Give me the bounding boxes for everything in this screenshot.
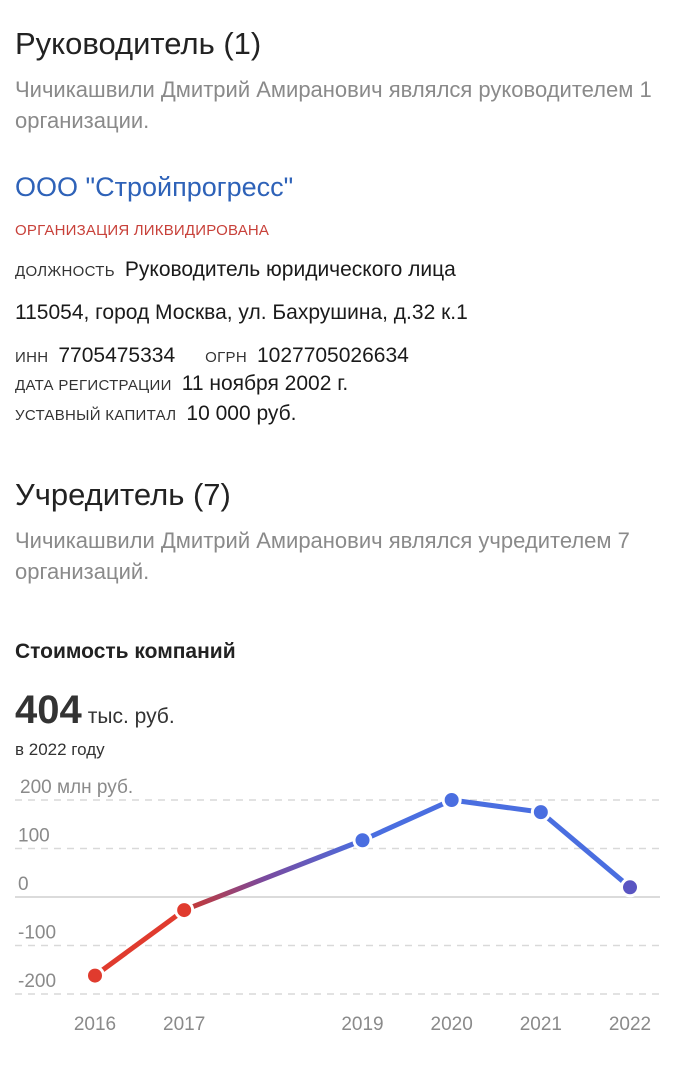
y-tick-label: -200 bbox=[18, 971, 56, 992]
reg-date-row: ДАТА РЕГИСТРАЦИИ 11 ноября 2002 г. bbox=[15, 372, 348, 396]
company-value-year: в 2022 году bbox=[15, 740, 105, 759]
ogrn-label: ОГРН bbox=[205, 349, 247, 366]
company-value-title: Стоимость компаний bbox=[15, 640, 236, 663]
inn-value: 7705475334 bbox=[58, 344, 176, 367]
capital-row: УСТАВНЫЙ КАПИТАЛ 10 000 руб. bbox=[15, 402, 297, 426]
head-section-description: Чичикашвили Дмитрий Амиранович являлся р… bbox=[15, 77, 652, 133]
company-value-amount: 404 bbox=[15, 688, 82, 732]
data-point bbox=[174, 900, 195, 921]
capital-label: УСТАВНЫЙ КАПИТАЛ bbox=[15, 407, 177, 424]
ogrn-value: 1027705026634 bbox=[256, 344, 409, 367]
data-point bbox=[441, 790, 462, 810]
company-value-amount-row: 404 тыс. руб. bbox=[15, 688, 175, 733]
founder-section-description: Чичикашвили Дмитрий Амиранович являлся у… bbox=[15, 528, 630, 584]
reg-date-value: 11 ноября 2002 г. bbox=[181, 372, 349, 395]
position-row: ДОЛЖНОСТЬ Руководитель юридического лица bbox=[15, 258, 456, 282]
x-tick-label: 2022 bbox=[609, 1014, 651, 1035]
organization-link[interactable]: ООО "Стройпрогресс" bbox=[15, 172, 294, 202]
y-tick-label: 200 млн руб. bbox=[20, 777, 133, 798]
reg-date-label: ДАТА РЕГИСТРАЦИИ bbox=[15, 377, 172, 394]
x-tick-label: 2017 bbox=[163, 1014, 205, 1035]
inn-label: ИНН bbox=[15, 349, 49, 366]
y-tick-label: -100 bbox=[18, 923, 56, 944]
series-line-segment bbox=[449, 797, 544, 815]
series-line-segment bbox=[181, 837, 365, 913]
series-line-segment bbox=[538, 809, 633, 890]
series-line-segment bbox=[360, 797, 455, 843]
data-point bbox=[85, 965, 105, 986]
y-tick-label: 0 bbox=[18, 874, 29, 895]
founder-section-title: Учредитель (7) bbox=[15, 477, 231, 512]
capital-value: 10 000 руб. bbox=[186, 402, 297, 425]
organization-address: 115054, город Москва, ул. Бахрушина, д.3… bbox=[15, 301, 468, 324]
x-tick-label: 2016 bbox=[74, 1014, 116, 1035]
company-value-unit: тыс. руб. bbox=[87, 705, 175, 728]
x-tick-label: 2020 bbox=[431, 1014, 473, 1035]
series-line-segment bbox=[92, 907, 187, 979]
position-label: ДОЛЖНОСТЬ bbox=[15, 263, 115, 280]
position-value: Руководитель юридического лица bbox=[124, 258, 456, 281]
data-point bbox=[530, 802, 551, 823]
liquidated-badge: ОРГАНИЗАЦИЯ ЛИКВИДИРОВАНА bbox=[15, 222, 270, 239]
data-point bbox=[352, 830, 373, 851]
head-section-title: Руководитель (1) bbox=[15, 26, 262, 61]
y-tick-label: 100 bbox=[18, 826, 50, 847]
x-tick-label: 2019 bbox=[341, 1014, 383, 1035]
inn-ogrn-row: ИНН 7705475334 ОГРН 1027705026634 bbox=[15, 344, 409, 368]
data-point bbox=[620, 877, 640, 898]
x-tick-label: 2021 bbox=[520, 1014, 562, 1035]
